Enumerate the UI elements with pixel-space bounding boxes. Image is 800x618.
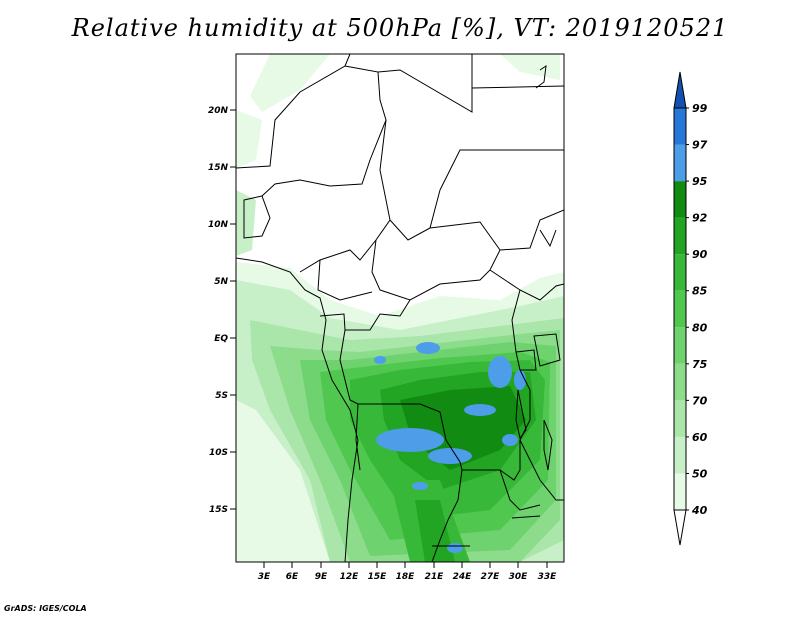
lon-label: 12E	[340, 572, 360, 582]
border	[377, 54, 473, 113]
patch	[464, 404, 496, 416]
moisture-wisp	[236, 190, 256, 256]
moisture-wisp	[500, 54, 560, 80]
patch	[416, 342, 440, 354]
patch	[412, 482, 428, 490]
colorbar-level-label: 60	[692, 431, 708, 444]
humidity-field	[236, 54, 564, 562]
colorbar-level-label: 85	[692, 285, 708, 298]
border	[439, 149, 564, 191]
lat-label: 5N	[214, 277, 228, 287]
border	[429, 209, 564, 251]
colorbar: 40 50 60 70 75 80 85 90 92 95 97 99	[673, 71, 708, 546]
border	[299, 119, 391, 273]
lon-label: 33E	[538, 572, 558, 582]
lon-label: 30E	[509, 572, 529, 582]
colorbar-labels: 40 50 60 70 75 80 85 90 92 95 97 99	[686, 102, 708, 517]
border	[511, 515, 541, 519]
colorbar-level-label: 97	[692, 139, 708, 152]
colorbar-swatch	[674, 290, 686, 328]
border	[535, 64, 547, 89]
patch	[376, 428, 444, 452]
coastline	[236, 257, 359, 562]
colorbar-swatch	[674, 181, 686, 218]
border	[261, 65, 387, 197]
plot-frame	[235, 53, 565, 563]
colorbar-level-label: 80	[692, 321, 708, 334]
border	[471, 85, 564, 89]
border	[339, 329, 521, 481]
colorbar-swatch	[674, 217, 686, 255]
lat-label: 10N	[208, 220, 229, 230]
lon-label: 15E	[368, 572, 388, 582]
colorbar-swatch	[674, 108, 686, 145]
colorbar-level-label: 75	[692, 358, 708, 371]
border	[519, 369, 531, 441]
lake-outline	[543, 419, 553, 471]
patch	[428, 448, 472, 464]
patch	[447, 543, 463, 553]
colorbar-level-label: 70	[692, 394, 708, 407]
lon-label: 27E	[481, 572, 501, 582]
lat-label: 15S	[209, 505, 228, 515]
lake-outline	[515, 389, 527, 440]
colorbar-level-label: 50	[692, 467, 708, 480]
colorbar-swatch	[674, 473, 686, 510]
border	[389, 189, 441, 241]
colorbar-low-arrow	[673, 509, 687, 546]
latitude-axis: 20N 15N 10N 5N EQ 5S 10S 15S	[208, 106, 236, 515]
lat-label: 20N	[208, 106, 229, 116]
grads-credit: GrADS: IGES/COLA	[4, 604, 87, 613]
colorbar-level-label: 90	[692, 248, 708, 261]
patch	[502, 434, 518, 446]
colorbar-swatch	[674, 436, 686, 474]
colorbar-frame	[673, 107, 687, 511]
border	[236, 54, 351, 169]
lon-label: 9E	[315, 572, 328, 582]
humidity-95-patches	[374, 342, 526, 553]
border	[533, 333, 561, 367]
border	[355, 403, 361, 471]
moisture-wisp	[250, 54, 330, 112]
lon-label: 6E	[286, 572, 299, 582]
border	[319, 299, 411, 331]
border	[499, 469, 541, 511]
colorbar-level-label: 99	[692, 102, 708, 115]
lon-label: 24E	[453, 572, 473, 582]
lat-label: 15N	[208, 163, 229, 173]
lat-label: 10S	[209, 448, 228, 458]
country-boundaries	[236, 54, 564, 562]
colorbar-swatch	[674, 327, 686, 364]
border	[511, 289, 521, 371]
colorbar-high-arrow	[673, 71, 687, 109]
border	[371, 239, 501, 301]
border	[515, 349, 537, 371]
lon-label: 18E	[396, 572, 416, 582]
colorbar-swatch	[674, 400, 686, 437]
colorbar-swatches	[674, 108, 686, 510]
border	[489, 269, 564, 301]
colorbar-swatch	[674, 254, 686, 291]
map-title: Relative humidity at 500hPa [%], VT: 201…	[71, 14, 729, 42]
longitude-axis: 3E 6E 9E 12E 15E 18E 21E 24E 27E 30E 33E	[258, 562, 557, 582]
patch	[374, 356, 386, 364]
colorbar-swatch	[674, 144, 686, 182]
lon-label: 3E	[258, 572, 271, 582]
border	[243, 195, 271, 239]
lon-label: 21E	[425, 572, 445, 582]
lat-label: 5S	[215, 391, 228, 401]
colorbar-level-label: 92	[692, 212, 708, 225]
colorbar-level-label: 95	[692, 175, 708, 188]
colorbar-level-label: 40	[691, 504, 708, 517]
border	[519, 439, 564, 501]
moisture-wisp	[236, 110, 262, 168]
colorbar-swatch	[674, 363, 686, 401]
border	[431, 469, 463, 562]
patch	[514, 370, 526, 390]
patch	[488, 356, 512, 388]
border	[317, 259, 373, 301]
lat-label: EQ	[214, 334, 228, 344]
border	[539, 229, 557, 248]
